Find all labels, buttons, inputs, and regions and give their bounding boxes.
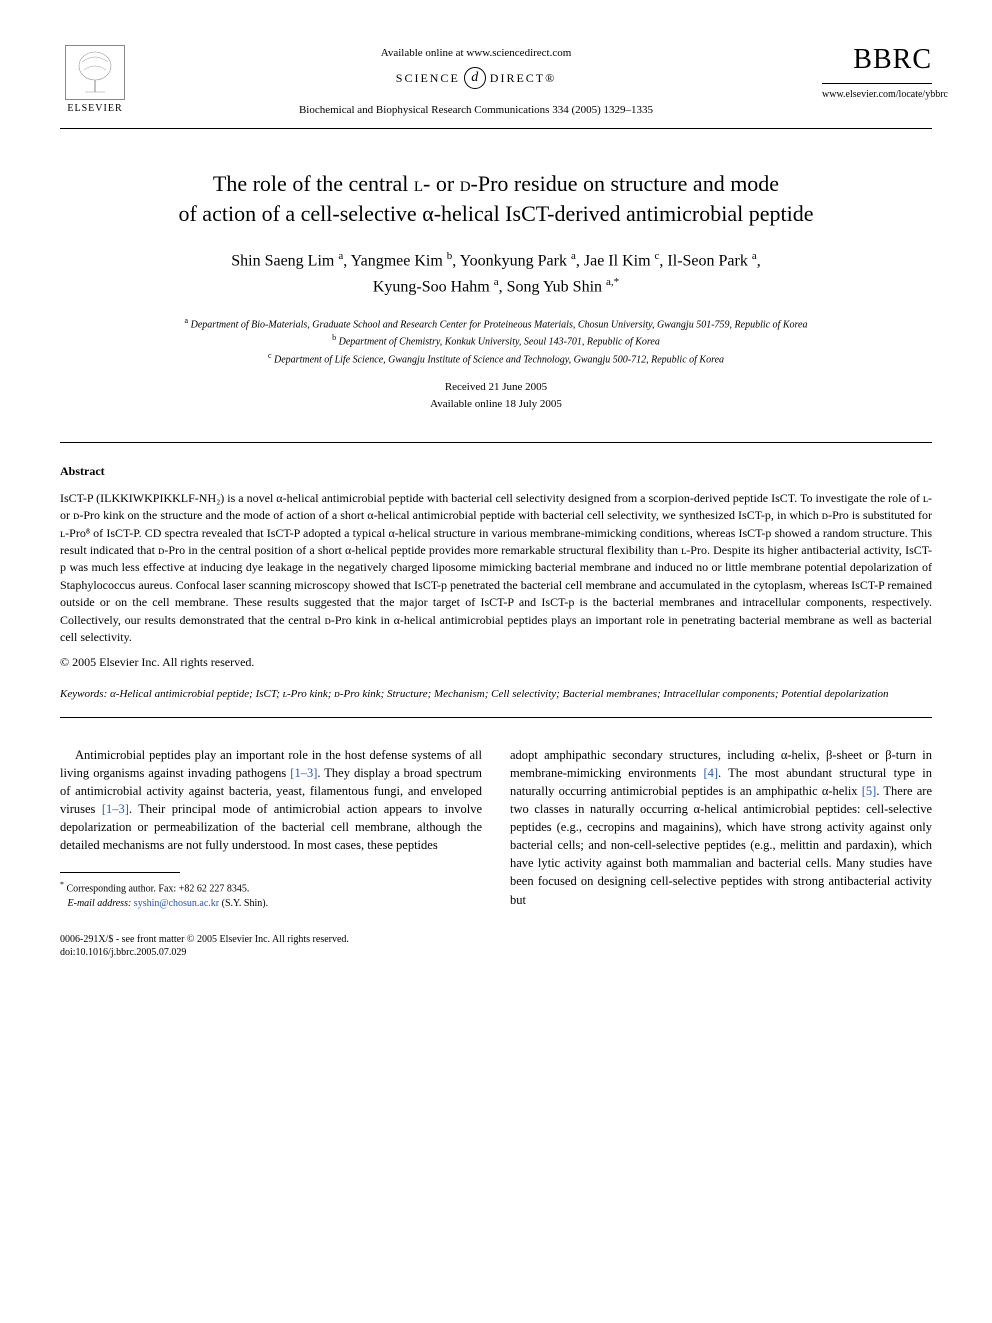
footer-notice: 0006-291X/$ - see front matter © 2005 El… (60, 933, 482, 959)
email-label: E-mail address: (68, 898, 132, 909)
journal-header: ELSEVIER Available online at www.science… (60, 40, 932, 120)
column-left: Antimicrobial peptides play an important… (60, 746, 482, 959)
title-part3: -Pro residue on structure and mode (471, 171, 780, 196)
article-title: The role of the central l- or d-Pro resi… (60, 169, 932, 228)
author-6-aff: a (494, 276, 499, 288)
ref-link-4[interactable]: [5] (862, 784, 877, 798)
authors: Shin Saeng Lim a, Yangmee Kim b, Yoonkyu… (60, 248, 932, 299)
received-date: Received 21 June 2005 (445, 381, 547, 393)
bbrc-text: BBRC (822, 40, 932, 84)
author-6: Kyung-Soo Hahm (373, 278, 490, 295)
author-3-aff: a (571, 250, 576, 262)
ref-link-3[interactable]: [4] (703, 766, 718, 780)
bbrc-logo: BBRC www.elsevier.com/locate/ybbrc (822, 40, 932, 102)
author-4-aff: c (655, 250, 660, 262)
title-sc-d: d (460, 171, 471, 196)
journal-citation: Biochemical and Biophysical Research Com… (130, 103, 822, 118)
ref-link-1[interactable]: [1–3] (290, 766, 317, 780)
keywords-divider (60, 717, 932, 718)
author-5: Il-Seon Park (667, 253, 747, 270)
abstract-copyright: © 2005 Elsevier Inc. All rights reserved… (60, 654, 932, 671)
title-line2: of action of a cell-selective α-helical … (178, 201, 813, 226)
sciencedirect-right: DIRECT® (490, 70, 556, 87)
email-name: (S.Y. Shin). (222, 898, 269, 909)
available-date: Available online 18 July 2005 (430, 398, 562, 410)
author-7: Song Yub Shin (507, 278, 602, 295)
author-1: Shin Saeng Lim (231, 253, 334, 270)
keywords: Keywords: α-Helical antimicrobial peptid… (60, 687, 932, 702)
author-7-aff: a,* (606, 276, 619, 288)
affiliation-b: Department of Chemistry, Konkuk Universi… (339, 337, 660, 348)
abstract-body: IsCT-P (ILKKIWKPIKKLF-NH₂) is a novel α-… (60, 490, 932, 647)
email-link[interactable]: syshin@chosun.ac.kr (134, 898, 219, 909)
intro-para-right: adopt amphipathic secondary structures, … (510, 746, 932, 909)
affiliations: a Department of Bio-Materials, Graduate … (60, 315, 932, 367)
journal-url: www.elsevier.com/locate/ybbrc (822, 88, 932, 102)
sciencedirect-d-icon: d (464, 67, 486, 89)
author-2-aff: b (447, 250, 453, 262)
affiliation-a: Department of Bio-Materials, Graduate Sc… (191, 319, 808, 330)
footnote-divider (60, 872, 180, 873)
author-1-aff: a (338, 250, 343, 262)
affiliation-c: Department of Life Science, Gwangju Inst… (274, 354, 724, 365)
body-columns: Antimicrobial peptides play an important… (60, 746, 932, 959)
sciencedirect-left: SCIENCE (396, 70, 460, 87)
author-5-aff: a (752, 250, 757, 262)
article-dates: Received 21 June 2005 Available online 1… (60, 379, 932, 412)
footer-line1: 0006-291X/$ - see front matter © 2005 El… (60, 934, 349, 945)
available-online-text: Available online at www.sciencedirect.co… (130, 46, 822, 61)
column-right: adopt amphipathic secondary structures, … (510, 746, 932, 959)
center-header: Available online at www.sciencedirect.co… (130, 40, 822, 119)
ref-link-2[interactable]: [1–3] (102, 802, 129, 816)
abstract-heading: Abstract (60, 442, 932, 480)
header-divider (60, 128, 932, 129)
corresponding-text: Corresponding author. Fax: +82 62 227 83… (67, 884, 250, 895)
footer-line2: doi:10.1016/j.bbrc.2005.07.029 (60, 947, 186, 958)
keywords-list: α-Helical antimicrobial peptide; IsCT; ʟ… (110, 688, 889, 700)
elsevier-tree-icon (65, 45, 125, 100)
intro-para-left: Antimicrobial peptides play an important… (60, 746, 482, 855)
title-sc-l: l (414, 171, 423, 196)
corresponding-footnote: * Corresponding author. Fax: +82 62 227 … (60, 879, 482, 910)
author-4: Jae Il Kim (584, 253, 651, 270)
elsevier-label: ELSEVIER (67, 102, 122, 116)
sciencedirect-logo: SCIENCE d DIRECT® (130, 67, 822, 89)
keywords-label: Keywords: (60, 688, 107, 700)
author-3: Yoonkyung Park (460, 253, 567, 270)
body-c2-c: . There are two classes in naturally occ… (510, 784, 932, 907)
title-part1: The role of the central (213, 171, 414, 196)
author-2: Yangmee Kim (351, 253, 443, 270)
elsevier-logo: ELSEVIER (60, 40, 130, 120)
title-part2: - or (423, 171, 460, 196)
